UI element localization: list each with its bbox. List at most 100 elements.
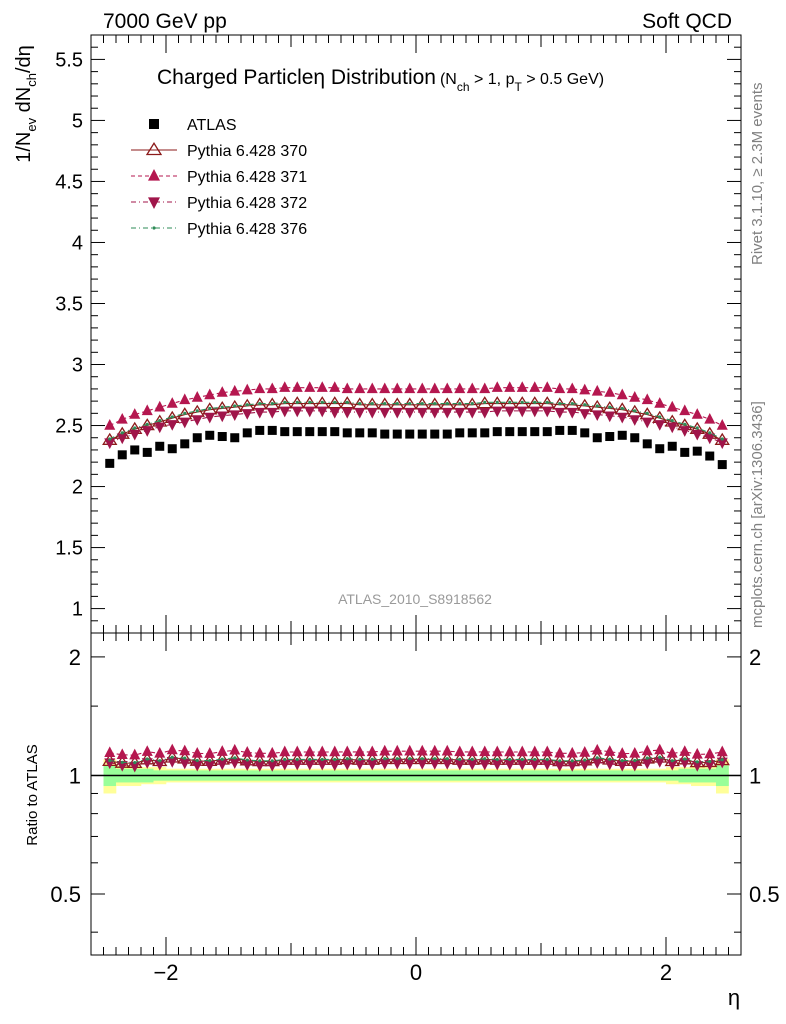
point — [329, 407, 341, 419]
data-point — [342, 428, 352, 438]
point — [366, 382, 378, 394]
ratio-point — [283, 757, 287, 762]
point — [308, 400, 312, 404]
ratio-y-tick-label: 0.5 — [50, 882, 81, 907]
ratio-point — [291, 745, 303, 757]
ratio-point — [495, 757, 499, 762]
ratio-point — [591, 743, 603, 755]
ratio-point — [220, 757, 224, 761]
ratio-point — [241, 760, 253, 772]
ratio-point — [416, 758, 428, 770]
point — [158, 419, 162, 423]
point — [441, 382, 453, 394]
point — [316, 406, 328, 418]
ratio-point — [554, 746, 566, 758]
ratio-point — [695, 760, 699, 764]
ratio-point — [166, 743, 178, 755]
point — [379, 407, 391, 419]
ratio-point — [208, 758, 212, 763]
ratio-point — [183, 756, 187, 760]
ratio-point — [466, 745, 478, 757]
point — [579, 383, 591, 395]
ratio-point — [683, 757, 687, 761]
point — [358, 401, 362, 406]
legend-marker — [148, 197, 160, 210]
ratio-point — [379, 744, 391, 756]
ratio-point — [579, 760, 591, 772]
point — [241, 383, 253, 395]
ratio-point — [504, 745, 516, 757]
data-point — [655, 444, 665, 454]
ratio-point — [541, 759, 553, 771]
ratio-point — [629, 746, 641, 758]
ratio-point — [391, 744, 403, 756]
ratio-point — [570, 759, 574, 763]
ratio-point — [529, 759, 541, 771]
point — [179, 393, 191, 405]
data-point — [317, 427, 327, 437]
point — [616, 412, 628, 424]
ratio-plot-frame — [90, 632, 742, 956]
legend-marker — [152, 226, 156, 230]
point — [154, 400, 166, 412]
data-point — [392, 429, 402, 439]
ratio-point — [129, 748, 141, 760]
data-point — [630, 433, 640, 443]
ratio-point — [216, 745, 228, 756]
series-line — [109, 387, 723, 427]
x-tick-label: 0 — [410, 960, 422, 985]
point — [183, 411, 187, 415]
point — [204, 412, 216, 424]
ratio-point — [291, 759, 303, 771]
point — [583, 403, 587, 407]
ratio-point — [583, 758, 587, 762]
point — [216, 386, 228, 397]
point — [391, 382, 403, 394]
point — [395, 401, 399, 406]
legend-label: Pythia 6.428 371 — [187, 169, 307, 186]
point — [304, 406, 316, 418]
point — [679, 404, 691, 416]
ratio-point — [691, 747, 703, 759]
ratio-point — [654, 757, 666, 768]
data-point — [242, 428, 252, 438]
ratio-point — [666, 759, 678, 771]
legend-label: Pythia 6.428 370 — [187, 143, 307, 160]
ratio-point — [241, 746, 253, 757]
point — [633, 409, 637, 413]
point — [477, 396, 493, 409]
point — [229, 410, 241, 422]
point — [658, 415, 662, 419]
point — [383, 401, 387, 406]
ratio-point — [129, 761, 141, 773]
chart-title: Charged Particleη Distribution (Nch > 1, … — [157, 66, 604, 94]
ratio-plot: 0.5 0.5 1 1 2 2 — [50, 632, 780, 956]
ratio-point — [558, 759, 562, 763]
data-point — [117, 450, 127, 460]
point — [404, 382, 416, 394]
ratio-point — [470, 757, 474, 762]
ratio-point — [416, 744, 428, 756]
ratio-point — [279, 745, 291, 757]
ratio-point — [316, 759, 328, 771]
point — [420, 401, 424, 406]
point — [654, 420, 666, 431]
data-point — [380, 429, 390, 439]
data-point — [405, 429, 415, 439]
point — [604, 386, 616, 397]
point — [566, 382, 578, 394]
point — [141, 404, 153, 416]
ratio-point — [433, 757, 437, 761]
point — [316, 381, 328, 392]
data-point — [305, 427, 315, 437]
ratio-point — [533, 757, 537, 762]
point — [379, 382, 391, 394]
ratio-point — [379, 758, 391, 770]
energy-label: 7000 GeV pp — [103, 10, 227, 33]
point — [620, 406, 624, 411]
ratio-point — [145, 757, 149, 761]
point — [504, 381, 516, 392]
point — [166, 397, 178, 408]
point — [466, 407, 478, 419]
point — [641, 393, 653, 405]
